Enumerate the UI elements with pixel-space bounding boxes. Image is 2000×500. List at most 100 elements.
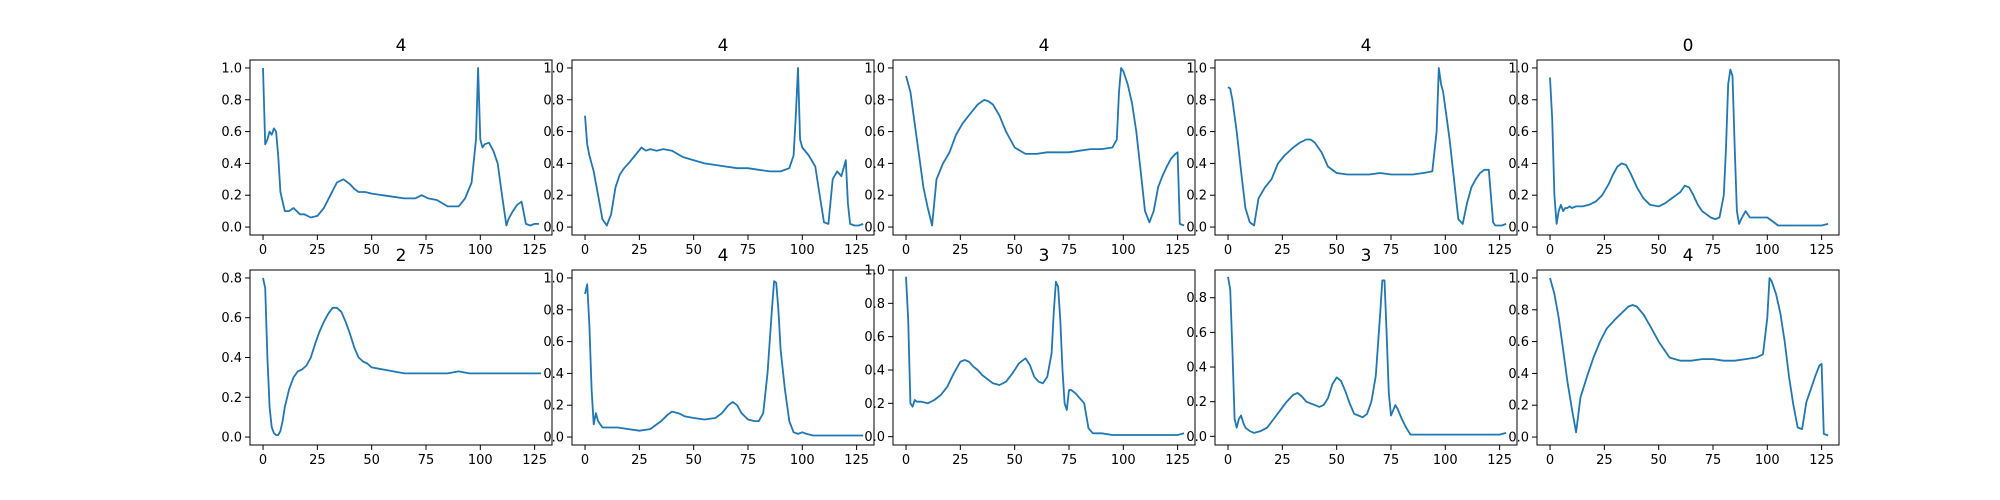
subplot-title: 4 — [1683, 246, 1694, 266]
subplot-title: 4 — [718, 36, 729, 56]
x-tick-label: 125 — [522, 243, 547, 258]
y-tick-label: 0.0 — [1186, 430, 1207, 445]
x-tick-label: 75 — [1061, 453, 1078, 468]
x-tick-label: 25 — [631, 453, 648, 468]
subplot-9: 3 0 25 50 75 100 125 0.0 0.2 0.4 0.6 0.8 — [1186, 246, 1518, 468]
y-tick-label: 1.0 — [221, 61, 242, 76]
y-tick-label: 0.4 — [543, 157, 564, 172]
subplot-2: 4 0 25 50 75 100 125 0.0 0.2 0.4 0.6 0.8 1.0 — [543, 36, 875, 258]
axes-frame — [1536, 269, 1840, 446]
subplot-10: 4 0 25 50 75 100 125 0.0 0.2 0.4 0.6 0.8 1.0 — [1508, 246, 1840, 468]
y-tick-label: 0.0 — [1508, 431, 1529, 446]
y-tick-label: 0.4 — [543, 367, 564, 382]
x-tick-label: 0 — [1224, 243, 1232, 258]
x-tick-label: 125 — [1809, 243, 1834, 258]
x-tick-label: 125 — [1809, 453, 1834, 468]
y-tick-label: 0.2 — [1186, 395, 1207, 410]
y-tick-label: 0.6 — [221, 125, 242, 140]
axes-frame — [1536, 59, 1840, 236]
y-tick-label: 0.2 — [221, 391, 242, 406]
series-line — [1549, 277, 1829, 437]
subplot-title: 4 — [1039, 36, 1050, 56]
x-tick-label: 100 — [1755, 243, 1780, 258]
subplot-3: 4 0 25 50 75 100 125 0.0 0.2 0.4 0.6 0.8 1.0 — [864, 36, 1196, 258]
x-tick-label: 100 — [1755, 453, 1780, 468]
y-tick-label: 0.4 — [864, 364, 885, 379]
y-tick-label: 0.2 — [1508, 189, 1529, 204]
series-line — [905, 276, 1185, 436]
subplot-5: 0 0 25 50 75 100 125 0.0 0.2 0.4 0.6 0.8 1.0 — [1508, 36, 1840, 258]
x-tick-label: 25 — [952, 453, 969, 468]
subplot-8: 3 0 25 50 75 100 125 0.0 0.2 0.4 0.6 0.8 1.0 — [864, 246, 1196, 468]
x-tick-label: 125 — [522, 453, 547, 468]
x-tick-label: 75 — [740, 243, 757, 258]
x-tick-label: 0 — [902, 453, 910, 468]
axes-frame — [892, 269, 1196, 446]
y-tick-label: 1.0 — [1508, 61, 1529, 76]
y-tick-label: 0.2 — [864, 189, 885, 204]
y-tick-label: 0.4 — [1186, 157, 1207, 172]
x-tick-label: 25 — [1274, 243, 1291, 258]
y-tick-label: 0.8 — [1186, 291, 1207, 306]
x-tick-label: 0 — [902, 243, 910, 258]
axes-frame — [1214, 59, 1518, 236]
y-tick-label: 1.0 — [543, 271, 564, 286]
x-tick-label: 0 — [581, 243, 589, 258]
x-tick-label: 125 — [1487, 243, 1512, 258]
y-tick-label: 0.4 — [864, 157, 885, 172]
x-tick-label: 25 — [1596, 243, 1613, 258]
x-tick-label: 50 — [1006, 243, 1023, 258]
x-tick-label: 75 — [1061, 243, 1078, 258]
x-tick-label: 50 — [1006, 453, 1023, 468]
x-tick-label: 100 — [468, 453, 493, 468]
y-tick-label: 1.0 — [1186, 61, 1207, 76]
y-tick-label: 0.2 — [221, 189, 242, 204]
x-tick-label: 25 — [631, 243, 648, 258]
y-tick-label: 0.0 — [1508, 221, 1529, 236]
y-tick-label: 0.6 — [1186, 125, 1207, 140]
y-tick-label: 0.4 — [221, 351, 242, 366]
y-tick-label: 0.6 — [864, 330, 885, 345]
series-line — [1549, 68, 1829, 227]
subplot-4: 4 0 25 50 75 100 125 0.0 0.2 0.4 0.6 0.8 1.0 — [1186, 36, 1518, 258]
subplot-title: 3 — [1039, 246, 1050, 266]
x-tick-label: 75 — [1705, 243, 1722, 258]
x-tick-label: 50 — [685, 243, 702, 258]
x-tick-label: 75 — [418, 453, 435, 468]
x-tick-label: 25 — [309, 453, 326, 468]
x-tick-label: 75 — [1383, 453, 1400, 468]
x-tick-label: 125 — [844, 243, 869, 258]
x-tick-label: 75 — [740, 453, 757, 468]
x-tick-label: 25 — [1274, 453, 1291, 468]
y-tick-label: 0.6 — [1508, 125, 1529, 140]
x-tick-label: 25 — [309, 243, 326, 258]
x-tick-label: 100 — [1111, 453, 1136, 468]
x-tick-label: 50 — [1650, 243, 1667, 258]
y-tick-label: 0.8 — [221, 93, 242, 108]
y-tick-label: 0.8 — [221, 271, 242, 286]
subplot-title: 4 — [718, 246, 729, 266]
x-tick-label: 100 — [1433, 453, 1458, 468]
x-tick-label: 75 — [1383, 243, 1400, 258]
y-tick-label: 0.8 — [1186, 93, 1207, 108]
x-tick-label: 50 — [685, 453, 702, 468]
x-tick-label: 50 — [363, 453, 380, 468]
y-tick-label: 0.8 — [1508, 93, 1529, 108]
y-tick-label: 1.0 — [864, 264, 885, 279]
subplot-title: 0 — [1683, 36, 1694, 56]
x-tick-label: 50 — [1328, 243, 1345, 258]
subplot-7: 4 0 25 50 75 100 125 0.0 0.2 0.4 0.6 0.8 1.0 — [543, 246, 875, 468]
x-tick-label: 125 — [1165, 453, 1190, 468]
x-tick-label: 0 — [259, 453, 267, 468]
y-tick-label: 0.2 — [543, 399, 564, 414]
y-tick-label: 0.8 — [864, 93, 885, 108]
y-tick-label: 0.0 — [543, 431, 564, 446]
axes-frame — [249, 59, 553, 236]
subplot-title: 3 — [1361, 246, 1372, 266]
axes-frame — [571, 269, 875, 446]
x-tick-label: 100 — [1111, 243, 1136, 258]
series-line — [584, 67, 864, 227]
y-tick-label: 0.2 — [864, 397, 885, 412]
x-tick-label: 25 — [1596, 453, 1613, 468]
x-tick-label: 100 — [468, 243, 493, 258]
